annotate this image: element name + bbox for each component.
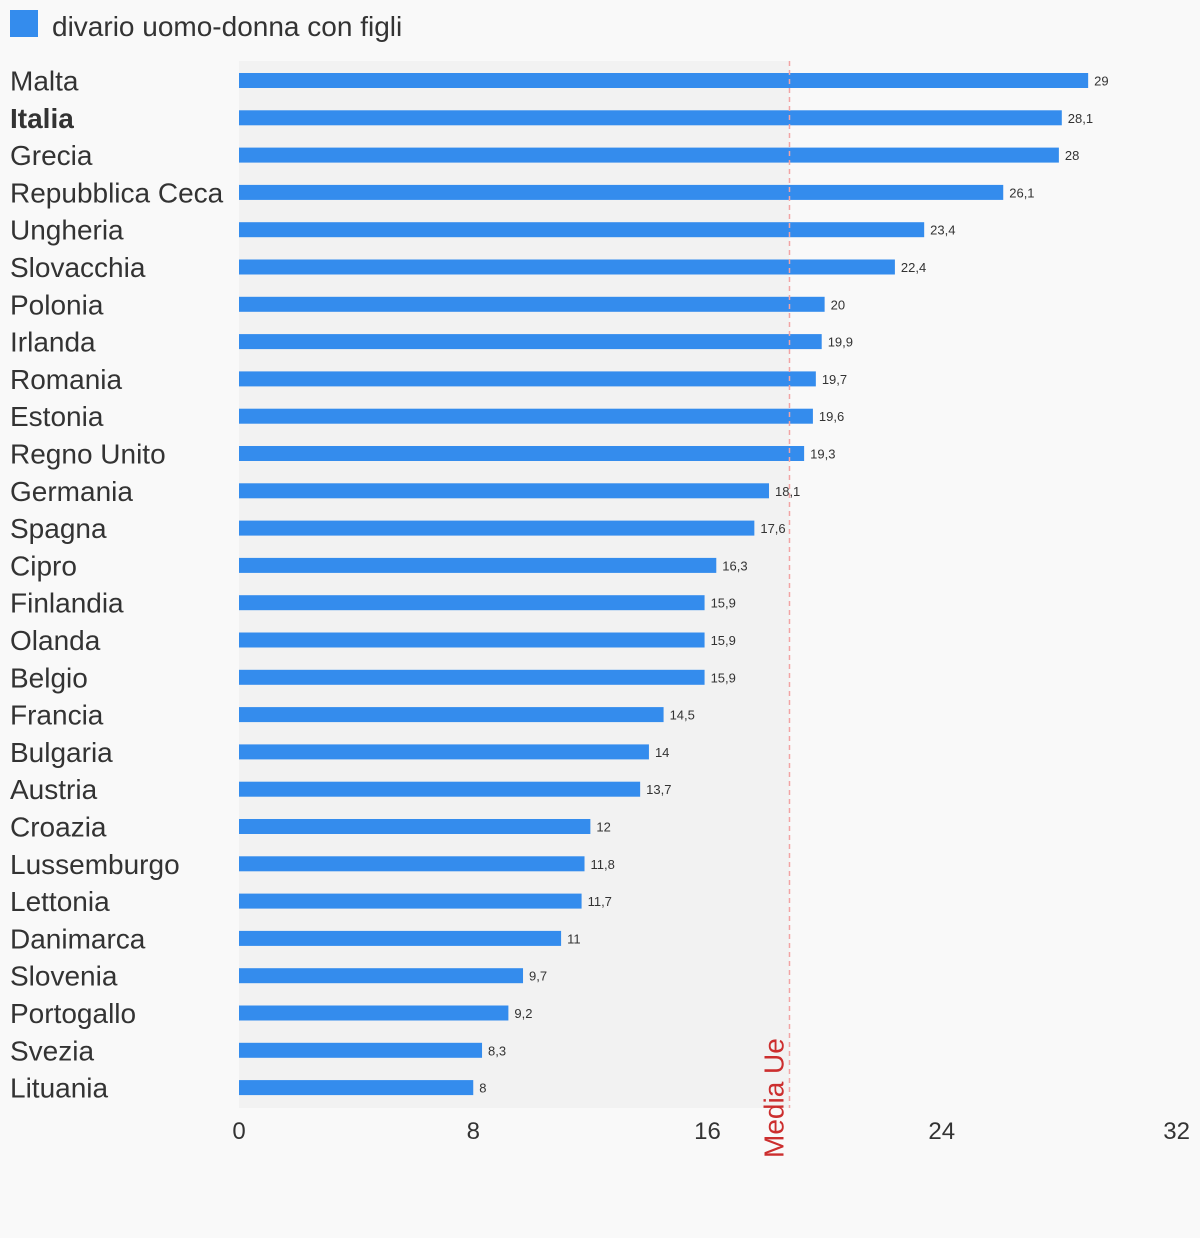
bar <box>239 296 825 312</box>
data-label: 12 <box>596 820 610 835</box>
bar <box>239 968 524 984</box>
data-label: 14 <box>655 745 669 760</box>
category-label: Polonia <box>10 289 104 320</box>
data-label: 19,3 <box>810 447 835 462</box>
category-label: Finlandia <box>10 588 124 619</box>
average-band <box>239 61 790 1108</box>
bar <box>239 707 664 723</box>
bar <box>239 334 822 350</box>
bar <box>239 483 769 499</box>
bar <box>239 147 1059 163</box>
bar <box>239 557 717 573</box>
data-label: 15,9 <box>711 596 736 611</box>
category-label: Slovacchia <box>10 252 146 283</box>
plot-area: Malta 29 Italia 28,1 Grecia 28 Repubblica Ceca… <box>10 61 1190 1158</box>
bar <box>239 930 562 946</box>
category-label: Romania <box>10 364 122 395</box>
bar <box>239 819 591 834</box>
data-label: 8 <box>479 1081 486 1096</box>
data-label: 13,7 <box>646 782 671 797</box>
x-tick-label: 16 <box>694 1118 721 1145</box>
bar <box>239 1042 483 1058</box>
bar <box>239 184 1004 200</box>
data-label: 23,4 <box>930 223 955 238</box>
bar <box>239 632 705 648</box>
category-label: Grecia <box>10 140 93 171</box>
data-label: 9,2 <box>514 1006 532 1021</box>
category-label: Irlanda <box>10 327 96 358</box>
data-label: 28,1 <box>1068 111 1093 126</box>
bar <box>239 595 705 611</box>
legend: divario uomo-donna con figli <box>10 10 402 42</box>
category-label: Spagna <box>10 513 107 544</box>
data-label: 18,1 <box>775 484 800 499</box>
category-label: Lettonia <box>10 886 110 917</box>
bar <box>239 1005 509 1021</box>
bar <box>239 669 705 685</box>
category-label: Croazia <box>10 812 107 843</box>
data-label: 17,6 <box>760 521 785 536</box>
category-label: Austria <box>10 774 98 805</box>
bar <box>239 856 585 872</box>
category-label: Slovenia <box>10 961 118 992</box>
x-tick-label: 0 <box>232 1118 245 1145</box>
data-label: 16,3 <box>722 558 747 573</box>
category-label: Italia <box>10 103 74 134</box>
data-label: 19,9 <box>828 335 853 350</box>
data-label: 15,9 <box>711 633 736 648</box>
data-label: 19,6 <box>819 409 844 424</box>
category-label: Germania <box>10 476 133 507</box>
bar <box>239 222 925 238</box>
category-label: Bulgaria <box>10 737 113 768</box>
data-label: 20 <box>831 297 845 312</box>
category-label: Repubblica Ceca <box>10 177 224 208</box>
category-label: Francia <box>10 700 104 731</box>
category-label: Ungheria <box>10 215 124 246</box>
bar <box>239 446 805 461</box>
data-label: 9,7 <box>529 969 547 984</box>
data-label: 8,3 <box>488 1043 506 1058</box>
category-label: Svezia <box>10 1035 94 1066</box>
bar <box>239 110 1062 126</box>
category-label: Belgio <box>10 662 88 693</box>
category-label: Danimarca <box>10 923 146 954</box>
x-tick-label: 24 <box>928 1118 955 1145</box>
legend-label: divario uomo-donna con figli <box>52 11 402 42</box>
data-label: 11 <box>567 931 581 946</box>
category-label: Lussemburgo <box>10 849 180 880</box>
category-label: Malta <box>10 66 79 97</box>
category-label: Lituania <box>10 1073 109 1104</box>
data-label: 28 <box>1065 148 1079 163</box>
data-label: 11,7 <box>588 894 612 909</box>
bar <box>239 259 895 275</box>
category-label: Olanda <box>10 625 101 656</box>
category-label: Regno Unito <box>10 439 166 470</box>
bar <box>239 744 649 760</box>
data-label: 15,9 <box>711 670 736 685</box>
data-label: 26,1 <box>1009 185 1034 200</box>
category-label: Portogallo <box>10 998 136 1029</box>
x-tick-label: 32 <box>1163 1118 1190 1145</box>
data-label: 14,5 <box>670 708 695 723</box>
bar <box>239 371 816 387</box>
legend-swatch <box>10 10 38 37</box>
data-label: 11,8 <box>591 857 615 872</box>
x-tick-label: 8 <box>467 1118 480 1145</box>
data-label: 19,7 <box>822 372 847 387</box>
bar <box>239 893 582 909</box>
category-label: Cipro <box>10 550 77 581</box>
bar <box>239 73 1089 88</box>
bar <box>239 520 755 536</box>
bar <box>239 408 813 424</box>
data-label: 22,4 <box>901 260 926 275</box>
bar <box>239 781 641 797</box>
average-line-label: Media Ue <box>758 1038 789 1158</box>
bar <box>239 1080 474 1096</box>
data-label: 29 <box>1094 74 1108 89</box>
category-label: Estonia <box>10 401 104 432</box>
